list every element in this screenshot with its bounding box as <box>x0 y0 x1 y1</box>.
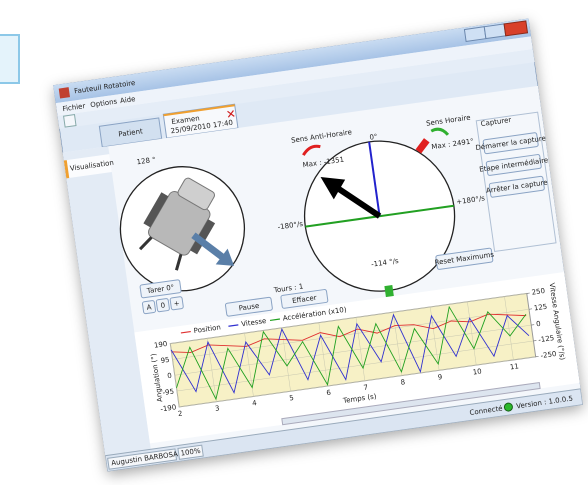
app-window: Fauteuil Rotatoire Fichier Options Aide Pati… <box>52 17 584 473</box>
sidebar-item-active[interactable] <box>63 154 112 179</box>
tare-label[interactable]: Tarer 0° <box>145 283 174 295</box>
speed-needle-head <box>320 176 346 200</box>
legend-swatch <box>228 324 239 327</box>
grid-line <box>207 338 217 402</box>
x-tick-label: 3 <box>215 404 221 413</box>
y-tick-label: 190 <box>154 340 168 350</box>
dial-vertical <box>368 141 381 217</box>
direction-arrow <box>191 232 228 262</box>
series-line <box>171 313 527 354</box>
dial-left: -180°/s <box>277 220 304 232</box>
cw-icon <box>430 127 450 136</box>
grid-line <box>281 327 291 392</box>
speed-needle <box>336 186 382 219</box>
max-marker-right <box>415 138 430 154</box>
x-tick-label: 7 <box>363 383 369 392</box>
maximize-button[interactable] <box>483 23 507 40</box>
series-line <box>176 305 527 401</box>
title-bar <box>53 18 532 104</box>
y2-tick-label: 250 <box>531 287 545 297</box>
menu-item[interactable]: Aide <box>119 95 135 105</box>
capture-button[interactable] <box>482 132 539 155</box>
y-tick-label: 0 <box>167 372 173 381</box>
clear-button[interactable] <box>280 289 329 309</box>
app-icon <box>58 87 70 99</box>
x-tick-label: 2 <box>177 410 183 419</box>
tare-button[interactable] <box>139 279 182 299</box>
x-tick-label: 5 <box>289 394 295 403</box>
y-tick-label: -95 <box>162 388 174 398</box>
y2-tick-label: -125 <box>538 334 555 344</box>
status-bar <box>104 388 584 473</box>
user-box <box>107 448 178 470</box>
scrollbar[interactable] <box>281 381 541 426</box>
grid-line <box>429 306 440 371</box>
x-tick-label: 9 <box>437 373 443 382</box>
decoration <box>0 34 20 84</box>
grid-line <box>504 296 514 360</box>
grid-line <box>355 317 366 381</box>
menu-item[interactable]: Options <box>90 98 118 110</box>
grid-line <box>244 333 254 397</box>
small-button[interactable] <box>169 296 184 311</box>
menu-bar <box>55 36 533 116</box>
x-tick-label: 10 <box>472 367 482 376</box>
grid-line <box>392 312 403 376</box>
pause-button[interactable] <box>224 296 273 317</box>
legend-swatch <box>269 318 281 322</box>
x-tick-label: 11 <box>509 362 519 371</box>
tab-accent <box>163 104 235 117</box>
close-button[interactable] <box>503 20 529 37</box>
status-zoom: 100% <box>180 447 201 458</box>
capture-button[interactable] <box>488 175 545 198</box>
dial-top: 0° <box>369 133 378 142</box>
small-button-label[interactable]: 0 <box>160 301 166 310</box>
connection-led <box>503 402 513 412</box>
clear-label[interactable]: Effacer <box>292 294 318 305</box>
series-line <box>170 313 530 395</box>
sidebar <box>62 146 151 456</box>
tab-label[interactable]: Examen <box>171 114 200 126</box>
toolbar-button[interactable] <box>63 114 77 128</box>
x-tick-label: 8 <box>400 378 406 387</box>
legend-swatch <box>180 330 191 334</box>
grid-line <box>318 322 328 387</box>
x-tick-label: 4 <box>252 399 258 408</box>
toolbar <box>57 49 535 129</box>
capture-group <box>475 111 557 253</box>
small-button-label[interactable]: + <box>173 299 180 308</box>
y-tick-label: -190 <box>160 403 177 413</box>
x-tick-label: 6 <box>326 389 332 398</box>
grid-line <box>467 301 477 366</box>
angle-readout: 128 ° <box>136 156 156 167</box>
small-button[interactable] <box>155 298 170 313</box>
pause-label[interactable]: Pause <box>238 302 260 313</box>
ccw-icon <box>302 144 321 156</box>
sidebar-accent <box>63 160 70 179</box>
y2-tick-label: 0 <box>536 320 542 329</box>
dial-right: +180°/s <box>456 194 486 206</box>
small-button-label[interactable]: A <box>146 303 152 312</box>
legend-label: Vitesse <box>241 317 267 328</box>
menu-item[interactable]: Fichier <box>62 102 86 113</box>
direction-arrow-head <box>215 248 235 266</box>
tab-label[interactable]: Patient <box>118 127 144 138</box>
small-button[interactable] <box>141 300 157 315</box>
capture-button[interactable] <box>485 154 542 176</box>
speed-readout: -114 °/s <box>371 257 400 269</box>
y2-tick-label: 125 <box>533 303 547 313</box>
tab-close[interactable] <box>227 110 235 118</box>
minimize-button[interactable] <box>463 26 487 42</box>
y2-tick-label: -250 <box>540 350 557 360</box>
legend-label: Position <box>193 323 221 335</box>
reset-button[interactable] <box>435 247 494 270</box>
y-tick-label: 95 <box>160 356 170 365</box>
zoom-box <box>177 444 204 460</box>
grid-line <box>170 343 180 407</box>
